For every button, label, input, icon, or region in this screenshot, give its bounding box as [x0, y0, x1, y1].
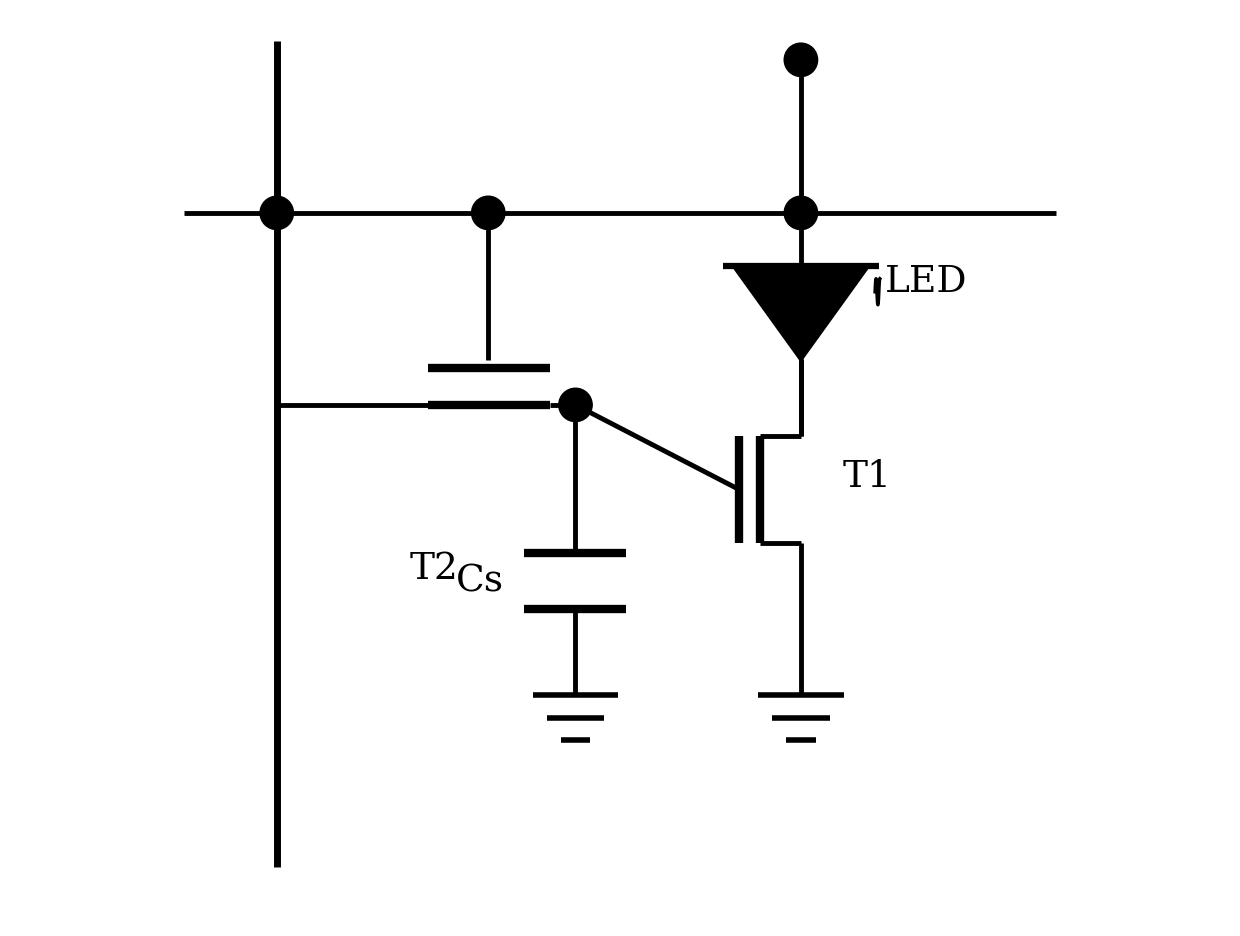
- Text: T2: T2: [410, 551, 459, 588]
- Text: Cs: Cs: [456, 563, 503, 599]
- Circle shape: [471, 197, 505, 229]
- Circle shape: [784, 197, 817, 229]
- Text: LED: LED: [884, 265, 967, 300]
- Circle shape: [559, 388, 593, 421]
- Polygon shape: [734, 266, 868, 358]
- Circle shape: [784, 43, 817, 77]
- Circle shape: [260, 197, 294, 229]
- Text: T1: T1: [843, 460, 892, 495]
